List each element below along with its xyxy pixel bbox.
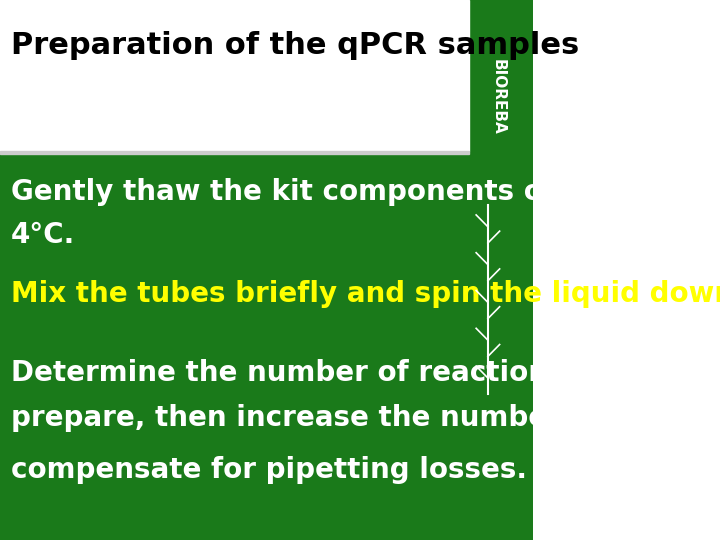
- Bar: [0, 0, 469, 151]
- Text: compensate for pipetting losses.: compensate for pipetting losses.: [11, 456, 526, 484]
- Bar: [0, 151, 469, 154]
- Text: Determine the number of reactions to: Determine the number of reactions to: [11, 359, 606, 387]
- Bar: [0, 151, 469, 540]
- Text: BIOREBA: BIOREBA: [491, 59, 506, 135]
- Text: Mix the tubes briefly and spin the liquid down.: Mix the tubes briefly and spin the liqui…: [11, 280, 720, 308]
- Text: 4°C.: 4°C.: [11, 221, 75, 249]
- Bar: [469, 0, 534, 540]
- Text: prepare, then increase the number by 1-2 to: prepare, then increase the number by 1-2…: [11, 404, 710, 433]
- Text: Preparation of the qPCR samples: Preparation of the qPCR samples: [11, 31, 579, 60]
- Text: Gently thaw the kit components on ice or at: Gently thaw the kit components on ice or…: [11, 178, 701, 206]
